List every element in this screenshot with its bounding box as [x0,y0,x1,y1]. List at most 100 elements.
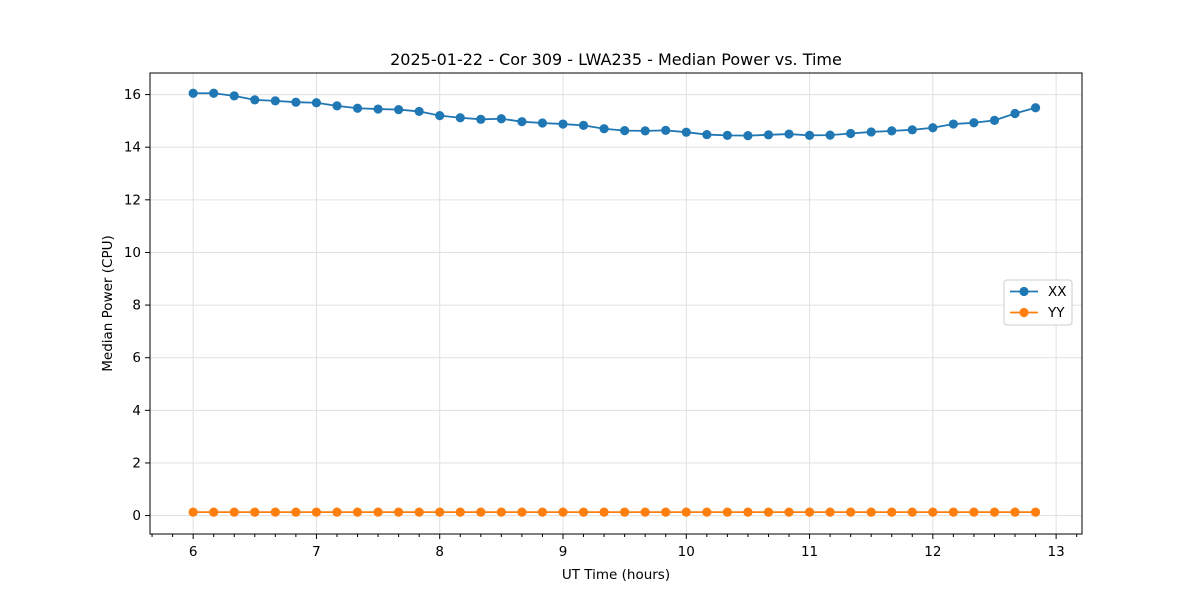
data-point-yy [887,507,897,517]
y-tick-label: 16 [124,87,141,103]
data-point-xx [722,130,732,140]
plot-border [149,72,1083,535]
data-point-yy [702,507,712,517]
data-point-yy [558,507,568,517]
y-axis-label: Median Power (CPU) [100,235,116,371]
data-point-yy [414,507,424,517]
y-tick-label: 10 [124,245,141,261]
data-point-xx [784,129,794,139]
data-point-yy [681,507,691,517]
data-point-xx [743,131,753,141]
y-tick-label: 12 [124,192,141,208]
data-point-yy [722,507,732,517]
data-point-yy [188,507,198,517]
data-point-xx [948,119,958,129]
x-tick-label: 13 [1048,544,1065,560]
data-point-yy [866,507,876,517]
data-point-xx [661,125,671,135]
data-point-xx [640,126,650,136]
data-point-xx [825,130,835,140]
data-point-xx [537,118,548,128]
data-point-yy [928,507,938,517]
data-point-xx [702,129,712,140]
data-point-xx [414,106,424,117]
grid-layer [150,73,1082,534]
data-point-xx [352,103,363,113]
data-point-xx [270,96,280,106]
y-tick-label: 2 [132,455,141,471]
y-tick-label: 0 [132,508,141,524]
data-point-yy [1030,507,1041,517]
data-layer [149,72,1083,535]
data-point-xx [578,120,589,130]
y-tick-label: 14 [124,140,141,156]
data-point-yy [599,507,609,517]
data-point-yy [394,507,404,517]
data-point-xx [887,126,897,136]
y-tick-label: 4 [132,403,141,419]
data-point-xx [620,126,630,136]
x-axis-label: UT Time (hours) [562,567,670,583]
data-point-yy [989,507,1000,517]
data-point-yy [270,507,280,517]
data-point-yy [496,507,506,517]
x-tick-label: 10 [678,544,695,560]
data-point-xx [517,117,527,127]
data-point-yy [352,507,363,517]
data-point-xx [476,114,486,124]
legend-label: XX [1048,284,1067,300]
data-point-xx [846,128,856,139]
x-tick-label: 9 [559,544,568,560]
data-point-yy [948,507,958,517]
data-point-xx [804,130,815,140]
data-point-xx [1030,103,1041,113]
data-point-xx [989,115,1000,125]
legend-marker-sample [1019,286,1029,297]
data-point-xx [558,119,568,129]
data-point-yy [969,507,979,517]
data-point-yy [435,507,445,517]
data-point-yy [620,507,630,517]
data-point-xx [907,125,917,135]
data-point-yy [455,507,465,517]
data-point-yy [743,507,753,517]
legend-marker-sample [1019,307,1029,318]
data-point-yy [804,507,815,517]
data-point-xx [229,91,239,101]
data-point-xx [291,97,301,107]
data-point-xx [969,118,979,128]
data-point-xx [681,127,691,137]
x-tick-label: 12 [924,544,941,560]
data-point-xx [866,127,876,137]
data-point-yy [517,507,527,517]
x-tick-label: 8 [435,544,444,560]
data-point-yy [537,507,548,517]
data-point-xx [332,101,342,111]
data-point-xx [928,123,938,133]
data-point-xx [599,124,609,134]
x-tick-label: 11 [801,544,818,560]
data-point-xx [455,113,465,123]
data-point-yy [825,507,835,517]
data-point-yy [332,507,342,517]
data-point-yy [763,507,774,517]
data-point-yy [661,507,671,517]
chart-title: 2025-01-22 - Cor 309 - LWA235 - Median P… [390,50,842,69]
data-point-yy [229,507,239,517]
data-point-yy [784,507,794,517]
y-tick-label: 8 [132,298,141,314]
data-point-xx [435,111,445,121]
data-point-yy [291,507,301,517]
data-point-yy [846,507,856,517]
data-point-xx [394,104,404,115]
data-point-yy [476,507,486,517]
data-point-xx [311,98,322,108]
data-point-yy [907,507,917,517]
data-point-xx [373,104,383,114]
x-tick-label: 7 [312,544,321,560]
legend: XX YY [1003,279,1073,326]
data-point-yy [1010,507,1020,517]
data-point-xx [188,88,198,98]
data-point-yy [250,507,260,517]
